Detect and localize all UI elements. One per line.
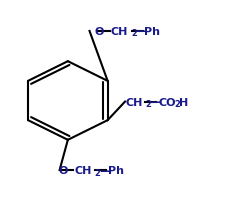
Text: —: — (99, 164, 111, 177)
Text: —: — (150, 96, 161, 108)
Text: O: O (58, 165, 68, 175)
Text: 2: 2 (131, 29, 137, 38)
Text: 2: 2 (95, 168, 100, 177)
Text: Ph: Ph (108, 165, 124, 175)
Text: CH: CH (111, 27, 128, 37)
Text: 2: 2 (175, 100, 180, 108)
Text: 2: 2 (146, 100, 151, 108)
Text: CH: CH (126, 97, 143, 107)
Text: CO: CO (158, 97, 176, 107)
Text: Ph: Ph (144, 27, 160, 37)
Text: H: H (179, 97, 189, 107)
Text: —: — (136, 25, 147, 38)
Text: CH: CH (74, 165, 92, 175)
Text: O: O (95, 27, 104, 37)
